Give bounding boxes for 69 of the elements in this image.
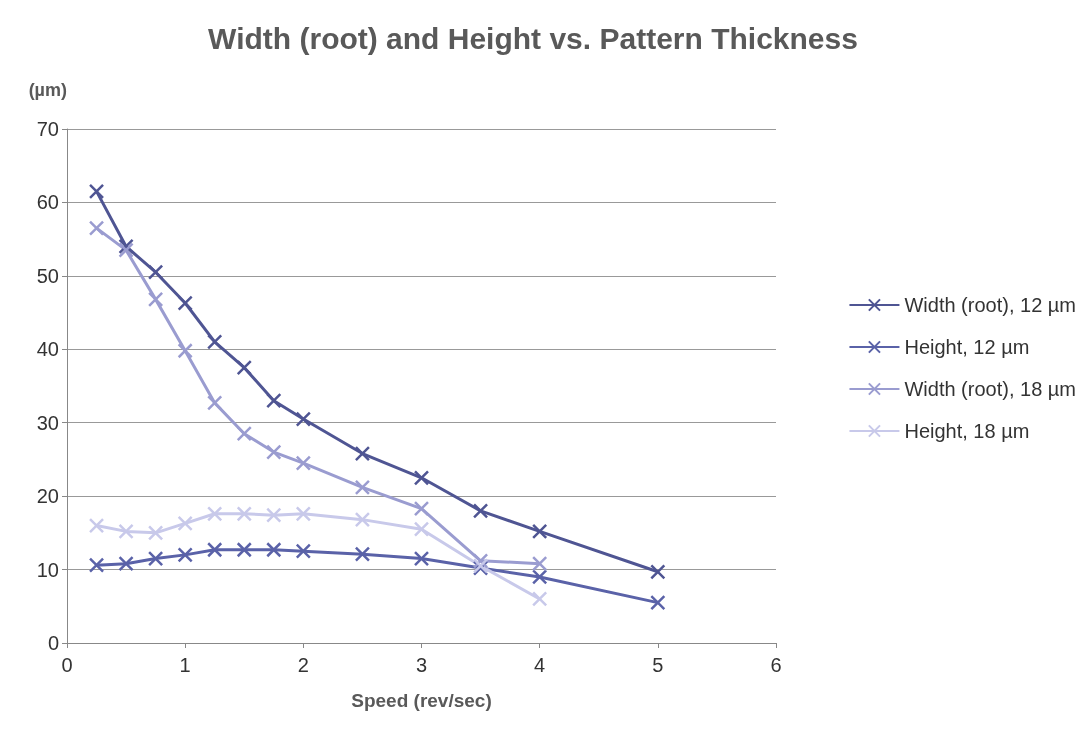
legend-label: Height, 12 µm	[904, 336, 1030, 358]
point	[354, 445, 371, 462]
x-tick-label: 2	[297, 654, 309, 676]
x-tick-label: 3	[415, 654, 428, 676]
legend-label: Height, 18 µm	[904, 420, 1030, 442]
point	[177, 343, 193, 359]
point	[295, 543, 312, 559]
point	[88, 183, 105, 200]
point	[531, 555, 548, 572]
point	[266, 444, 282, 460]
point	[236, 425, 252, 442]
point	[236, 506, 252, 522]
point	[650, 594, 666, 611]
point	[650, 564, 666, 580]
point	[118, 242, 134, 258]
point	[531, 523, 548, 540]
point	[266, 392, 282, 409]
point	[206, 395, 223, 411]
point	[147, 550, 164, 567]
legend-label: Width (root), 18 µm	[904, 378, 1076, 400]
point	[295, 506, 312, 522]
point	[88, 220, 105, 236]
point	[531, 569, 548, 585]
point	[413, 521, 430, 537]
y-tick-label: 0	[47, 632, 59, 654]
x-tick-label: 5	[652, 654, 664, 676]
y-tick-label: 20	[36, 485, 59, 508]
point	[472, 553, 489, 569]
point	[147, 525, 164, 541]
point	[206, 542, 223, 558]
point	[236, 542, 252, 558]
y-tick-label: 50	[36, 264, 59, 287]
y-axis-title: (µm)	[28, 80, 67, 100]
point	[88, 517, 105, 534]
x-tick-label: 6	[770, 654, 782, 676]
point	[295, 411, 312, 427]
x-tick-label: 1	[179, 654, 191, 676]
legend-label: Width (root), 12 µm	[904, 294, 1076, 316]
y-tick-label: 60	[36, 191, 59, 214]
point	[118, 555, 134, 572]
point	[354, 479, 371, 496]
y-tick-label: 10	[36, 558, 59, 581]
point	[354, 511, 371, 528]
point	[147, 264, 164, 280]
point	[147, 291, 164, 308]
point	[472, 503, 489, 519]
chart-title: Width (root) and Height vs. Pattern Thickness	[208, 21, 858, 55]
point	[354, 546, 371, 562]
x-axis-title: Speed (rev/sec)	[351, 690, 492, 711]
x-tick-label: 0	[61, 654, 73, 676]
y-tick-label: 70	[36, 118, 59, 140]
point	[266, 542, 282, 558]
point	[177, 515, 193, 532]
point	[236, 359, 252, 376]
point	[413, 470, 430, 486]
point	[206, 334, 223, 350]
point	[295, 455, 312, 471]
point	[413, 500, 430, 517]
point	[177, 295, 193, 311]
y-tick-label: 40	[36, 338, 59, 361]
x-tick-label: 4	[534, 654, 546, 676]
point	[266, 507, 282, 523]
point	[177, 547, 193, 563]
point	[413, 550, 430, 567]
point	[118, 523, 134, 540]
point	[206, 506, 223, 522]
y-tick-label: 30	[36, 411, 59, 434]
point	[88, 557, 105, 573]
point	[531, 591, 548, 607]
